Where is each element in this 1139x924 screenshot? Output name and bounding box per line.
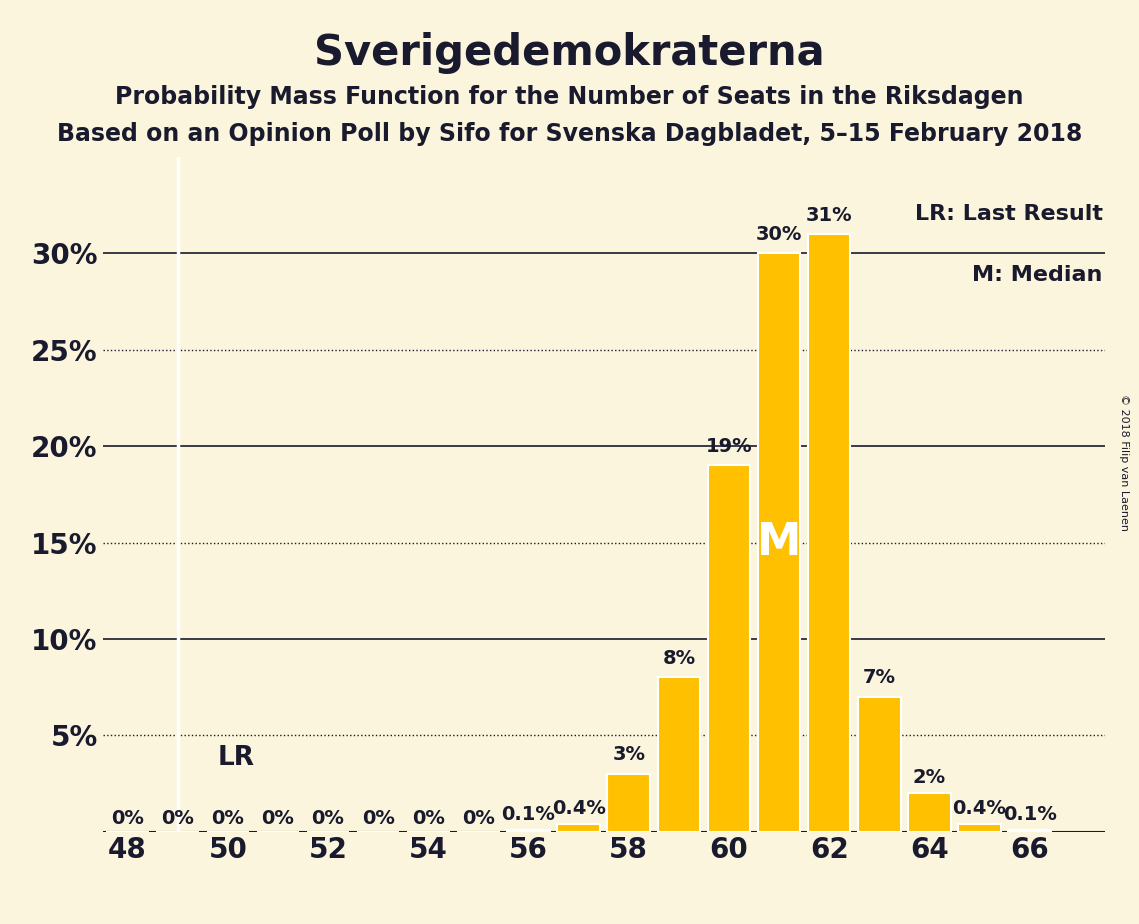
Text: 30%: 30% bbox=[756, 225, 802, 244]
Bar bbox=[707, 466, 751, 832]
Text: 0%: 0% bbox=[212, 808, 244, 828]
Text: Sverigedemokraterna: Sverigedemokraterna bbox=[314, 32, 825, 74]
Bar bbox=[908, 793, 951, 832]
Text: 0.4%: 0.4% bbox=[551, 799, 606, 818]
Text: 0%: 0% bbox=[112, 808, 144, 828]
Bar bbox=[507, 830, 550, 832]
Text: 0.1%: 0.1% bbox=[1002, 805, 1057, 824]
Text: 31%: 31% bbox=[806, 205, 852, 225]
Text: 19%: 19% bbox=[706, 437, 752, 456]
Text: 0%: 0% bbox=[312, 808, 344, 828]
Bar bbox=[858, 697, 901, 832]
Text: 8%: 8% bbox=[662, 649, 696, 668]
Text: LR: Last Result: LR: Last Result bbox=[915, 204, 1103, 225]
Text: Probability Mass Function for the Number of Seats in the Riksdagen: Probability Mass Function for the Number… bbox=[115, 85, 1024, 109]
Text: 0.4%: 0.4% bbox=[952, 799, 1007, 818]
Text: © 2018 Filip van Laenen: © 2018 Filip van Laenen bbox=[1120, 394, 1129, 530]
Text: 0%: 0% bbox=[412, 808, 444, 828]
Text: LR: LR bbox=[218, 746, 255, 772]
Text: 0%: 0% bbox=[262, 808, 294, 828]
Text: M: M bbox=[757, 521, 801, 564]
Text: 0%: 0% bbox=[462, 808, 494, 828]
Bar bbox=[607, 773, 650, 832]
Bar bbox=[657, 677, 700, 832]
Bar bbox=[757, 253, 801, 832]
Text: Based on an Opinion Poll by Sifo for Svenska Dagbladet, 5–15 February 2018: Based on an Opinion Poll by Sifo for Sve… bbox=[57, 122, 1082, 146]
Text: 2%: 2% bbox=[912, 768, 947, 787]
Bar bbox=[808, 234, 851, 832]
Text: 0%: 0% bbox=[362, 808, 394, 828]
Bar bbox=[958, 824, 1001, 832]
Text: 0.1%: 0.1% bbox=[501, 805, 556, 824]
Text: M: Median: M: Median bbox=[973, 265, 1103, 285]
Text: 7%: 7% bbox=[863, 668, 895, 687]
Text: 3%: 3% bbox=[613, 745, 645, 764]
Bar bbox=[557, 824, 600, 832]
Text: 0%: 0% bbox=[162, 808, 194, 828]
Bar bbox=[1008, 830, 1051, 832]
